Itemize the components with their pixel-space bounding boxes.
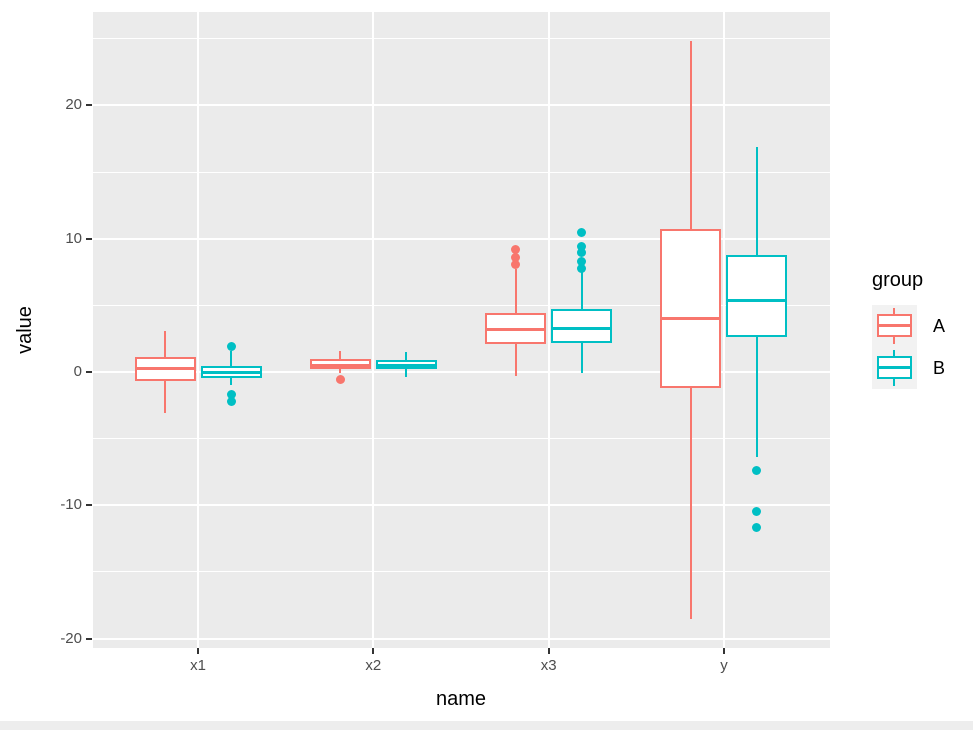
boxplot-A-x3-median <box>485 327 547 331</box>
legend-key-B <box>872 347 917 389</box>
x-axis-title: name <box>435 688 487 710</box>
gridline-major <box>93 504 830 507</box>
boxplot-A-x2-median <box>309 363 371 367</box>
boxplot-B-y-outlier <box>752 523 762 533</box>
gridline-major <box>93 371 830 373</box>
boxplot-A-y-upper-whisker <box>689 41 692 230</box>
gridline-major <box>93 237 830 240</box>
y-tick-label-10: 10 <box>65 229 82 247</box>
scrollbar-track[interactable] <box>0 721 973 730</box>
boxplot-A-x1-median <box>134 366 196 370</box>
y-axis-tick <box>86 637 92 640</box>
x-axis-tick <box>197 648 199 654</box>
gridline-vertical <box>197 12 199 648</box>
y-axis-tick <box>86 504 92 507</box>
gridline-vertical <box>372 12 375 648</box>
boxplot-B-y-upper-whisker <box>755 146 758 255</box>
boxplot-B-x3-outlier <box>577 227 587 237</box>
boxplot-A-y-median <box>660 317 722 321</box>
boxplot-B-y-outlier <box>752 466 762 476</box>
boxplot-A-x1-upper-whisker <box>164 330 166 358</box>
y-axis-tick <box>86 104 92 107</box>
y-axis-tick <box>86 371 92 373</box>
boxplot-B-x3-outlier <box>577 242 587 252</box>
boxplot-B-y-box <box>726 254 788 338</box>
x-tick-label-x1: x1 <box>190 657 206 674</box>
boxplot-A-x3-outlier <box>511 252 521 262</box>
gridline-minor <box>93 438 830 440</box>
boxplot-A-y-lower-whisker <box>689 387 692 619</box>
y-tick-label--20: -20 <box>60 629 82 647</box>
boxplot-B-y-lower-whisker <box>755 337 758 458</box>
boxplot-B-x1-outlier <box>226 390 236 400</box>
legend-entry-B: B <box>872 347 945 389</box>
legend-entry-A: A <box>872 305 945 347</box>
x-axis-tick <box>372 648 375 654</box>
plot-panel <box>93 12 830 648</box>
boxplot-A-y-box <box>660 229 722 388</box>
boxplot-A-x3-outlier <box>511 244 521 254</box>
boxplot-A-x2-outlier <box>335 375 345 385</box>
boxplot-B-x3-lower-whisker <box>580 342 583 374</box>
boxplot-B-x2-upper-whisker <box>405 352 408 360</box>
boxplot-B-x3-box <box>551 309 613 343</box>
legend-label-B: B <box>933 357 946 378</box>
legend-key-A <box>872 305 917 347</box>
x-tick-label-x2: x2 <box>365 657 382 674</box>
y-tick-label--10: -10 <box>60 496 82 514</box>
boxplot-B-x3-outlier <box>577 263 587 273</box>
x-tick-label-y: y <box>720 657 728 674</box>
y-axis-tick <box>86 237 92 240</box>
legend-title: group <box>872 269 924 291</box>
boxplot-B-x1-upper-whisker <box>230 350 232 366</box>
x-tick-label-x3: x3 <box>540 657 557 674</box>
boxplot-A-x3-upper-whisker <box>514 269 517 314</box>
gridline-minor <box>93 304 830 306</box>
boxplot-B-x3-outlier <box>577 247 587 257</box>
gridline-major <box>93 104 830 107</box>
boxplot-B-x3-median <box>551 326 613 330</box>
legend-label-A: A <box>933 315 946 336</box>
x-axis-tick <box>547 648 550 654</box>
x-axis-tick <box>722 648 725 654</box>
boxplot-B-x2-lower-whisker <box>405 369 408 378</box>
boxplot-A-x2-lower-whisker <box>339 369 342 374</box>
boxplot-B-x1-lower-whisker <box>230 377 232 386</box>
boxplot-B-x1-median <box>200 370 262 374</box>
gridline-minor <box>93 171 830 173</box>
gridline-vertical <box>547 12 550 648</box>
gridline-vertical <box>722 12 725 648</box>
boxplot-B-x3-upper-whisker <box>580 269 583 310</box>
boxplot-A-x3-outlier <box>511 259 521 269</box>
boxplot-B-x1-outlier <box>226 341 236 351</box>
boxplot-B-x3-outlier <box>577 256 587 266</box>
boxplot-A-x1-lower-whisker <box>164 381 166 414</box>
y-axis-title: value <box>14 306 36 354</box>
boxplot-B-y-outlier <box>752 507 762 517</box>
boxplot-A-x2-upper-whisker <box>339 350 342 359</box>
boxplot-B-x2-median <box>375 363 437 367</box>
y-tick-label-20: 20 <box>65 96 82 114</box>
legend-glyph-median <box>877 324 912 327</box>
y-tick-label-0: 0 <box>73 363 82 380</box>
boxplot-B-y-median <box>726 298 788 302</box>
legend-glyph-median <box>877 366 912 369</box>
gridline-major <box>93 637 830 640</box>
gridline-minor <box>93 571 830 573</box>
boxplot-A-x3-lower-whisker <box>514 344 517 376</box>
gridline-minor <box>93 38 830 40</box>
boxplot-B-x1-outlier <box>226 396 236 406</box>
